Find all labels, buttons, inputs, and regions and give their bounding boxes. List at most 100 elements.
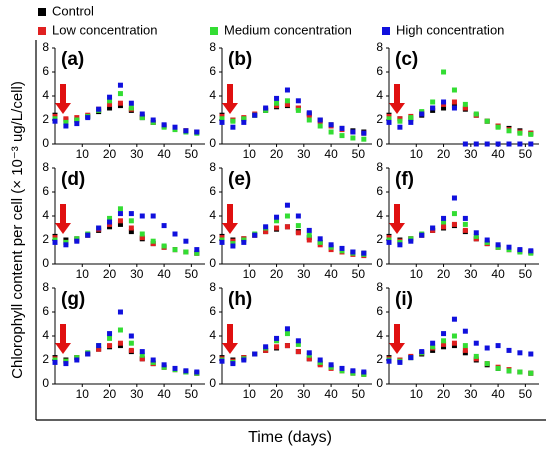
data-point <box>306 227 312 233</box>
data-point <box>484 237 490 243</box>
arrow-shaft <box>60 324 66 344</box>
data-point <box>219 358 225 364</box>
legend-swatch <box>210 27 218 35</box>
y-tick-label: 2 <box>376 112 383 126</box>
data-point <box>328 122 334 128</box>
arrow-shaft <box>227 204 233 224</box>
data-point <box>350 249 356 255</box>
x-tick-label: 20 <box>103 147 117 161</box>
data-point <box>462 227 468 233</box>
data-point <box>517 141 523 147</box>
y-tick-label: 0 <box>42 256 49 270</box>
data-point <box>219 119 225 125</box>
data-point <box>117 218 123 224</box>
data-point <box>462 347 468 353</box>
data-point <box>495 365 501 371</box>
data-point <box>63 242 69 248</box>
y-tick-label: 4 <box>376 328 383 342</box>
data-point <box>128 211 134 217</box>
data-point <box>274 218 280 224</box>
data-point <box>274 214 280 220</box>
data-point <box>430 225 436 231</box>
y-tick-label: 2 <box>209 352 216 366</box>
data-point <box>328 129 334 135</box>
arrow-head <box>389 343 405 354</box>
data-point <box>252 112 258 118</box>
data-point <box>462 141 468 147</box>
data-point <box>172 365 178 371</box>
y-tick-label: 2 <box>209 232 216 246</box>
data-point <box>139 111 145 117</box>
data-point <box>161 223 167 229</box>
data-point <box>361 130 367 136</box>
data-point <box>183 128 189 134</box>
data-point <box>306 110 312 116</box>
y-tick-label: 6 <box>209 304 216 318</box>
y-tick-label: 0 <box>209 136 216 150</box>
arrow-head <box>55 223 71 234</box>
y-tick-label: 4 <box>209 88 216 102</box>
y-axis-label: Chlorophyll content per cell (× 10⁻³ ug/… <box>9 81 26 379</box>
data-point <box>386 239 392 245</box>
x-tick-label: 40 <box>157 267 171 281</box>
data-point <box>284 326 290 332</box>
data-point <box>462 221 468 227</box>
data-point <box>451 340 457 346</box>
data-point <box>274 225 280 231</box>
data-point <box>462 328 468 334</box>
x-tick-label: 10 <box>410 267 424 281</box>
data-point <box>441 338 447 344</box>
data-point <box>284 101 290 107</box>
data-point <box>484 361 490 367</box>
data-point <box>172 124 178 130</box>
data-point <box>295 213 301 219</box>
x-tick-label: 20 <box>103 387 117 401</box>
y-tick-label: 6 <box>209 64 216 78</box>
y-tick-label: 6 <box>42 64 49 78</box>
arrow-head <box>222 223 238 234</box>
arrow-shaft <box>394 204 400 224</box>
y-tick-label: 4 <box>209 208 216 222</box>
data-point <box>441 219 447 225</box>
data-point <box>339 125 345 131</box>
y-tick-label: 4 <box>42 208 49 222</box>
data-point <box>241 239 247 245</box>
data-point <box>252 232 258 238</box>
data-point <box>350 135 356 141</box>
x-tick-label: 10 <box>410 147 424 161</box>
x-tick-label: 40 <box>157 147 171 161</box>
data-point <box>150 213 156 219</box>
data-point <box>397 242 403 248</box>
data-point <box>295 349 301 355</box>
x-tick-label: 40 <box>324 267 338 281</box>
data-point <box>462 215 468 221</box>
data-point <box>52 239 58 245</box>
data-point <box>295 107 301 113</box>
data-point <box>274 344 280 350</box>
data-point <box>506 347 512 353</box>
y-tick-label: 0 <box>42 136 49 150</box>
data-point <box>484 118 490 124</box>
data-point <box>528 131 534 137</box>
x-tick-label: 50 <box>519 387 533 401</box>
data-point <box>230 124 236 130</box>
panel-label: (e) <box>228 169 251 190</box>
data-point <box>74 121 80 127</box>
x-tick-label: 50 <box>519 147 533 161</box>
x-tick-label: 50 <box>185 387 199 401</box>
x-tick-label: 50 <box>519 267 533 281</box>
data-point <box>306 350 312 356</box>
y-tick-label: 8 <box>376 280 383 294</box>
data-point <box>295 338 301 344</box>
x-tick-label: 30 <box>297 387 311 401</box>
data-point <box>484 141 490 147</box>
y-tick-label: 8 <box>376 40 383 54</box>
data-point <box>517 369 523 375</box>
x-tick-label: 40 <box>491 267 505 281</box>
data-point <box>284 213 290 219</box>
data-point <box>63 361 69 367</box>
data-point <box>462 101 468 107</box>
data-point <box>107 105 113 111</box>
data-point <box>284 87 290 93</box>
x-tick-label: 40 <box>491 147 505 161</box>
